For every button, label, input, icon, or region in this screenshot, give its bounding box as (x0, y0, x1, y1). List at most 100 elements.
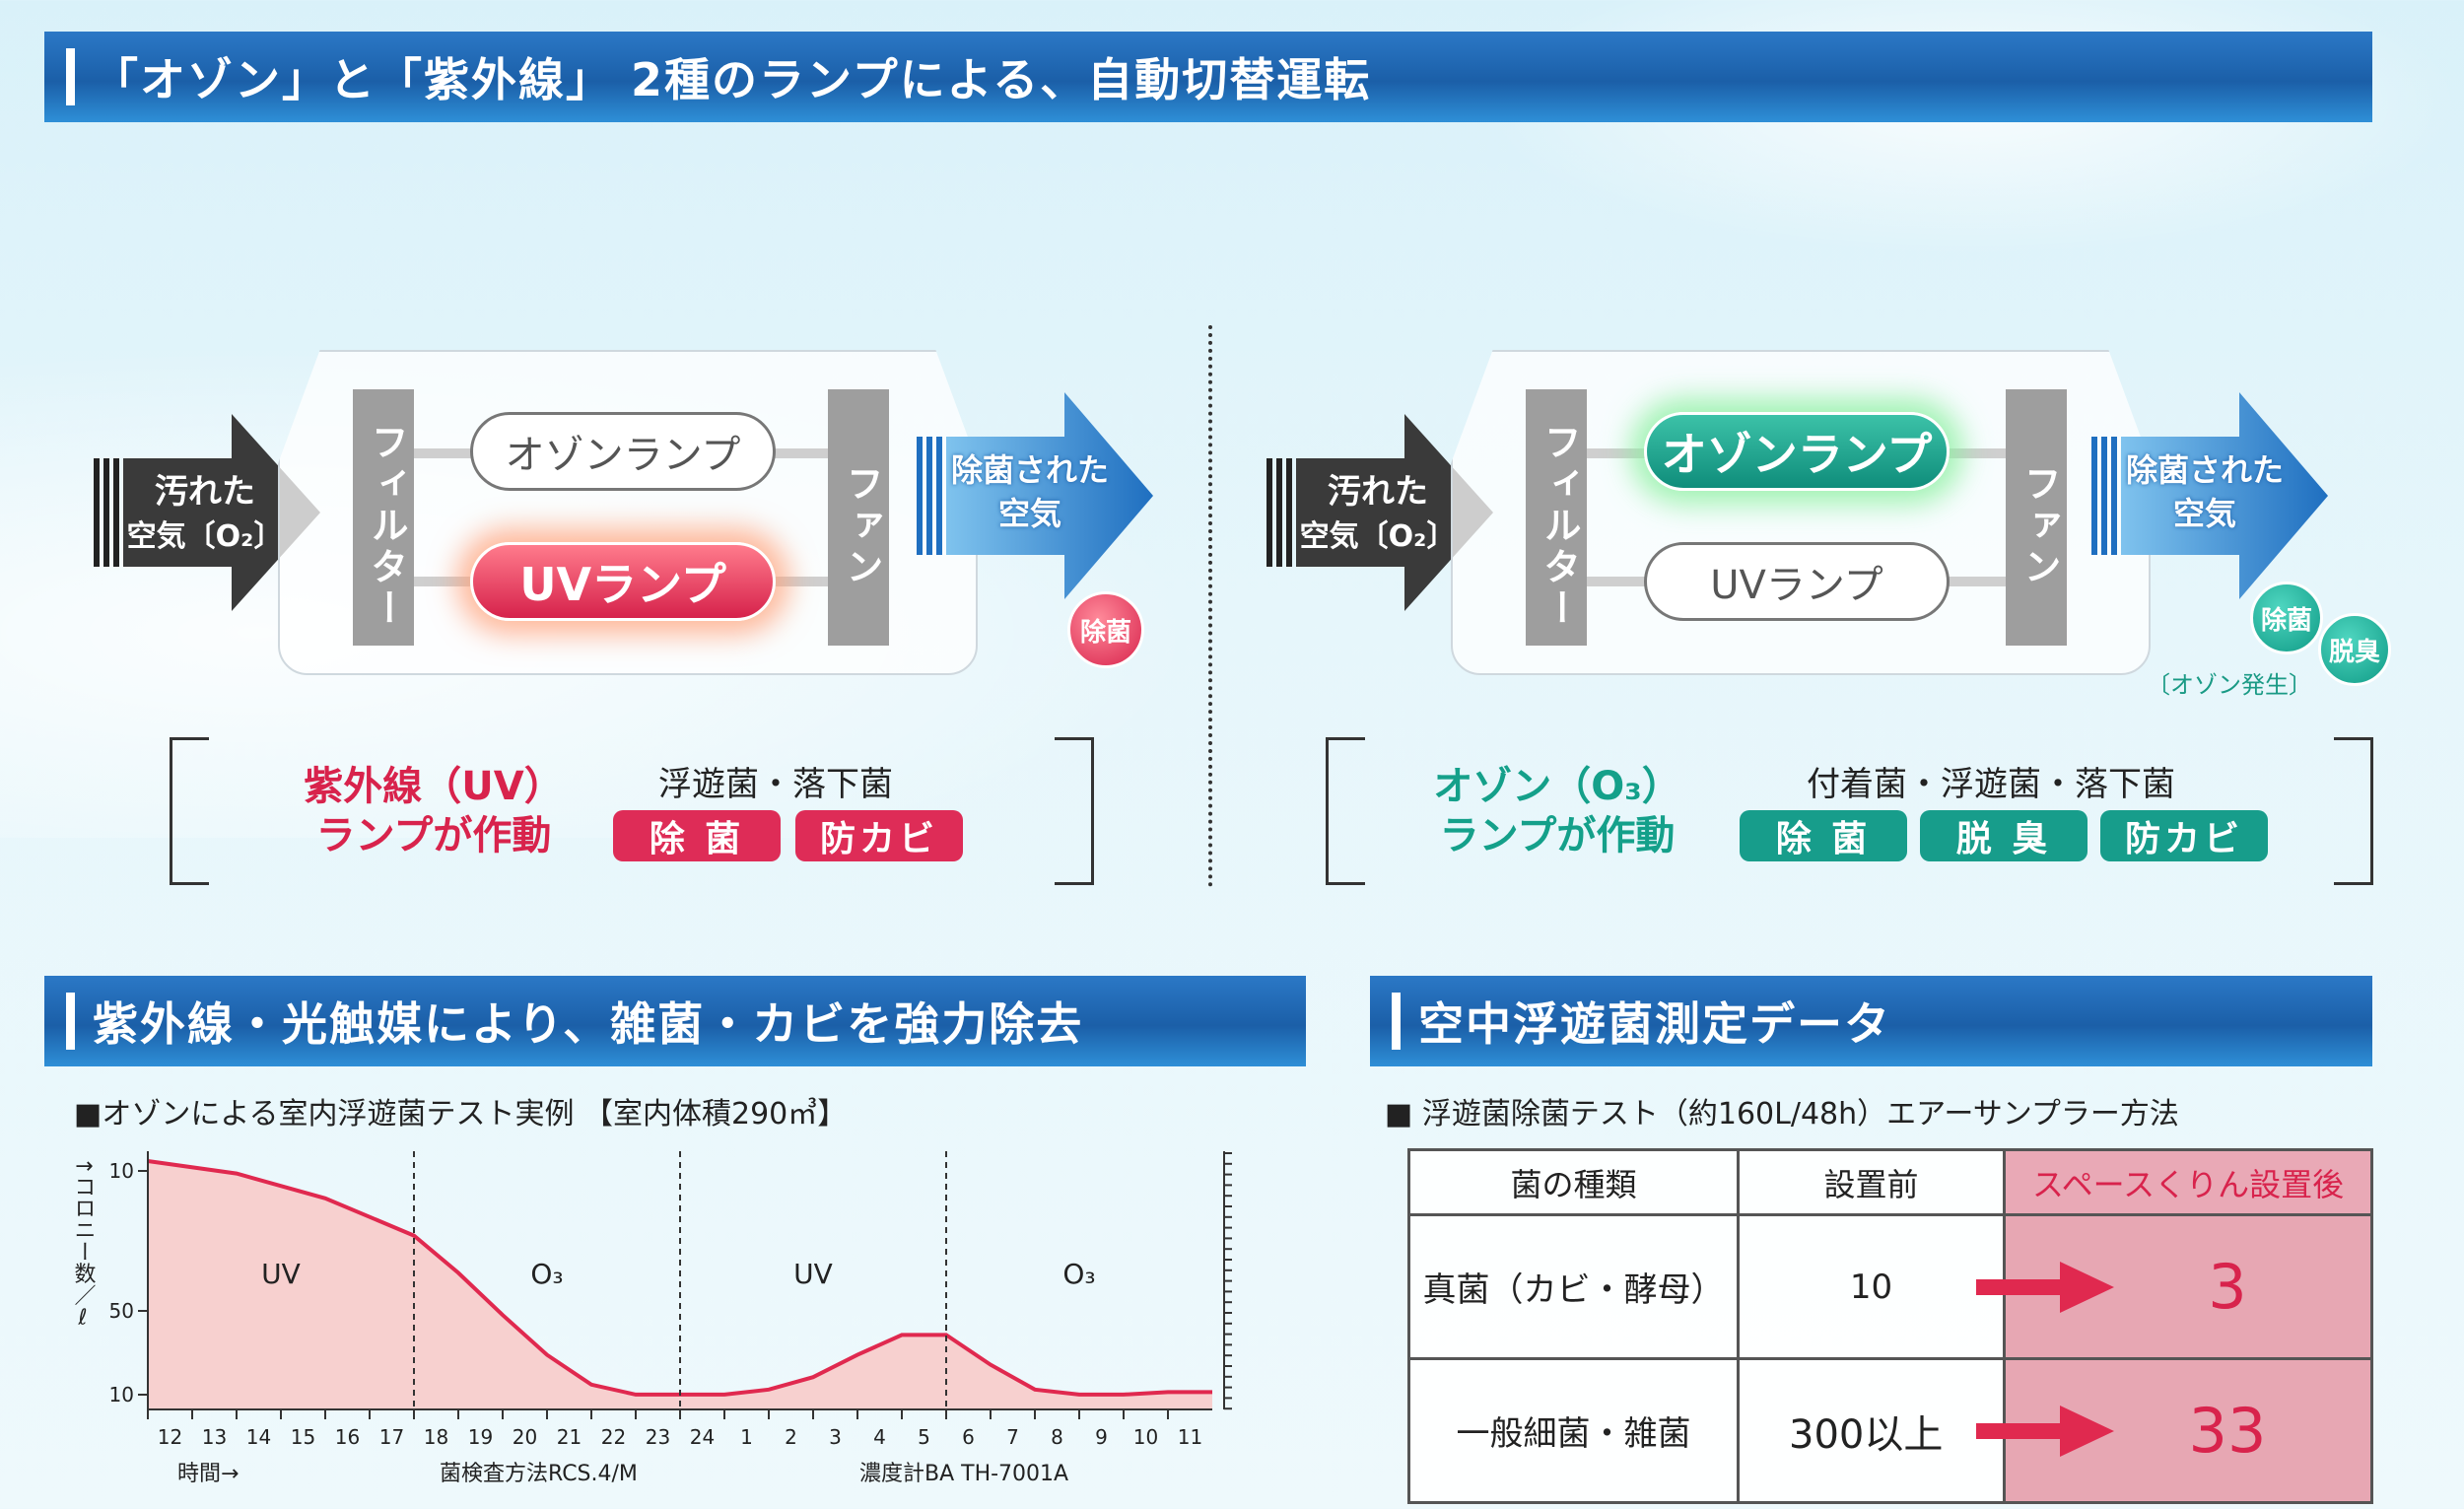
header-tick (1392, 993, 1401, 1050)
dirty-air-arrow-right (1266, 414, 1493, 611)
dirty-air-label: 汚れた 空気〔O₂〕 (1299, 472, 1457, 554)
x-tick-label: 14 (246, 1425, 271, 1449)
x-tick-label: 3 (829, 1425, 842, 1449)
x-tick-label: 16 (335, 1425, 360, 1449)
x-tick-label: 20 (513, 1425, 537, 1449)
clean-air-arrow-right (2091, 392, 2328, 599)
fan-column: ファン (828, 389, 889, 646)
method-note: 菌検査方法RCS.4/M (440, 1462, 638, 1486)
table-header-row: 菌の種類 設置前 スペースくりん設置後 (1407, 1148, 2373, 1216)
x-tick-label: 18 (424, 1425, 448, 1449)
cell-kind: 一般細菌・雑菌 (1407, 1357, 1740, 1504)
table-row: 真菌（カビ・酵母） 10 3 (1407, 1213, 2373, 1360)
x-tick-label: 9 (1095, 1425, 1108, 1449)
cell-before: 300以上 (1737, 1357, 2006, 1504)
col-header-after: スペースくりん設置後 (2003, 1148, 2373, 1216)
x-tick-label: 2 (785, 1425, 797, 1449)
after-value: 3 (2208, 1251, 2247, 1323)
segment-label: O₃ (530, 1258, 563, 1290)
after-value: 33 (2188, 1395, 2267, 1467)
before-value: 300以上 (1789, 1411, 1944, 1458)
arrow-right-icon (1976, 1261, 2114, 1313)
cell-after: 33 (1976, 1357, 2373, 1504)
ozone-effect-title: オゾン（O₃） ランプが作動 (1433, 764, 1681, 858)
ozone-lamp-on: オゾンランプ (1644, 412, 1950, 491)
clean-air-label: 除菌された 空気 (2125, 451, 2284, 532)
sterilize-bubble: 除菌 (2250, 582, 2323, 654)
tag-antimold: 防カビ (795, 810, 963, 861)
section-header-uv: 紫外線・光触媒により、雑菌・カビを強力除去 (44, 976, 1306, 1066)
x-axis-label: 時間→ (177, 1462, 239, 1486)
x-tick-label: 15 (291, 1425, 315, 1449)
x-tick-label: 10 (1133, 1425, 1158, 1449)
uv-lamp-on: UVランプ (470, 542, 776, 621)
x-tick-label: 5 (918, 1425, 930, 1449)
uv-effect-title: 紫外線（UV） ランプが作動 (304, 764, 564, 858)
y-tick-label-left: 10 (109, 1383, 134, 1406)
tag-antimold: 防カビ (2100, 810, 2268, 861)
col-header-kind: 菌の種類 (1407, 1148, 1740, 1216)
x-tick-label: 7 (1006, 1425, 1019, 1449)
table-row: 一般細菌・雑菌 300以上 33 (1407, 1357, 2373, 1504)
header-tick (66, 48, 75, 105)
section-header-data: 空中浮遊菌測定データ (1370, 976, 2372, 1066)
x-tick-label: 17 (379, 1425, 404, 1449)
y-tick-label-left: 50 (109, 1299, 134, 1323)
col-header-before: 設置前 (1737, 1148, 2006, 1216)
chart-caption: ■オゾンによる室内浮遊菌テスト実例 【室内体積290㎥】 (74, 1097, 848, 1132)
ozone-test-chart: UV O₃ UV O₃ 12 13 14 15 16 17 18 19 20 21 22 23 24 1 2 3 4 5 6… (69, 1133, 1301, 1509)
tag-sterilize: 除 菌 (1740, 810, 1907, 861)
bacteria-table: 菌の種類 設置前 スペースくりん設置後 真菌（カビ・酵母） 10 3 一般細菌・… (1407, 1148, 2373, 1504)
x-tick-label: 4 (873, 1425, 886, 1449)
dirty-air-arrow-left (94, 414, 320, 611)
segment-label: UV (261, 1258, 301, 1290)
y-axis-label-left: ↑コロニー数／ℓ (71, 1157, 97, 1330)
tag-sterilize: 除 菌 (613, 810, 781, 861)
uv-lamp-off: UVランプ (1644, 542, 1950, 621)
uv-effect-targets: 浮遊菌・落下菌 (658, 765, 893, 804)
bracket-right (2334, 737, 2373, 885)
x-tick-label: 11 (1178, 1425, 1202, 1449)
bracket-left (170, 737, 209, 885)
x-tick-label: 21 (557, 1425, 582, 1449)
bracket-left (1326, 737, 1365, 885)
x-tick-label: 12 (158, 1425, 182, 1449)
dirty-air-label: 汚れた 空気〔O₂〕 (126, 472, 284, 554)
x-tick-label: 6 (962, 1425, 975, 1449)
cell-before: 10 (1737, 1213, 2006, 1360)
clean-air-label: 除菌された 空気 (950, 451, 1109, 532)
fan-column: ファン (2006, 389, 2067, 646)
chart-line (147, 1159, 1212, 1397)
cell-after: 3 (1976, 1213, 2373, 1360)
filter-column: フィルター (1526, 389, 1587, 646)
header-tick (66, 993, 75, 1050)
ozone-generation-note: 〔オゾン発生〕 (2147, 671, 2312, 699)
before-value: 10 (1849, 1267, 1893, 1307)
x-tick-label: 13 (202, 1425, 227, 1449)
x-tick-label: 8 (1051, 1425, 1063, 1449)
section-title: 紫外線・光触媒により、雑菌・カビを強力除去 (93, 997, 1084, 1051)
clean-air-arrow-left (917, 392, 1153, 599)
segment-label: UV (793, 1258, 833, 1290)
x-tick-label: 22 (601, 1425, 626, 1449)
segment-label: O₃ (1062, 1258, 1095, 1290)
table-caption: ■ 浮遊菌除菌テスト（約160L/48h）エアーサンプラー方法 (1385, 1097, 2179, 1132)
meter-note: 濃度計BA TH-7001A (859, 1462, 1068, 1486)
arrow-right-icon (1976, 1405, 2114, 1457)
ozone-lamp-off: オゾンランプ (470, 412, 776, 491)
x-tick-label: 23 (646, 1425, 670, 1449)
deodorize-bubble: 脱臭 (2318, 613, 2391, 686)
bracket-right (1055, 737, 1094, 885)
section-header-lamps: 「オゾン」と「紫外線」 2種のランプによる、自動切替運転 (44, 32, 2372, 122)
y-tick-label-left: 10 (109, 1159, 134, 1183)
ozone-effect-targets: 付着菌・浮遊菌・落下菌 (1807, 765, 2175, 804)
section-title: 「オゾン」と「紫外線」 2種のランプによる、自動切替運転 (93, 53, 1372, 106)
filter-column: フィルター (353, 389, 414, 646)
x-tick-label: 19 (468, 1425, 493, 1449)
cell-kind: 真菌（カビ・酵母） (1407, 1213, 1740, 1360)
section-title: 空中浮遊菌測定データ (1418, 997, 1891, 1051)
x-tick-label: 1 (740, 1425, 753, 1449)
sterilize-bubble: 除菌 (1067, 591, 1144, 668)
tag-deodorize: 脱 臭 (1920, 810, 2088, 861)
